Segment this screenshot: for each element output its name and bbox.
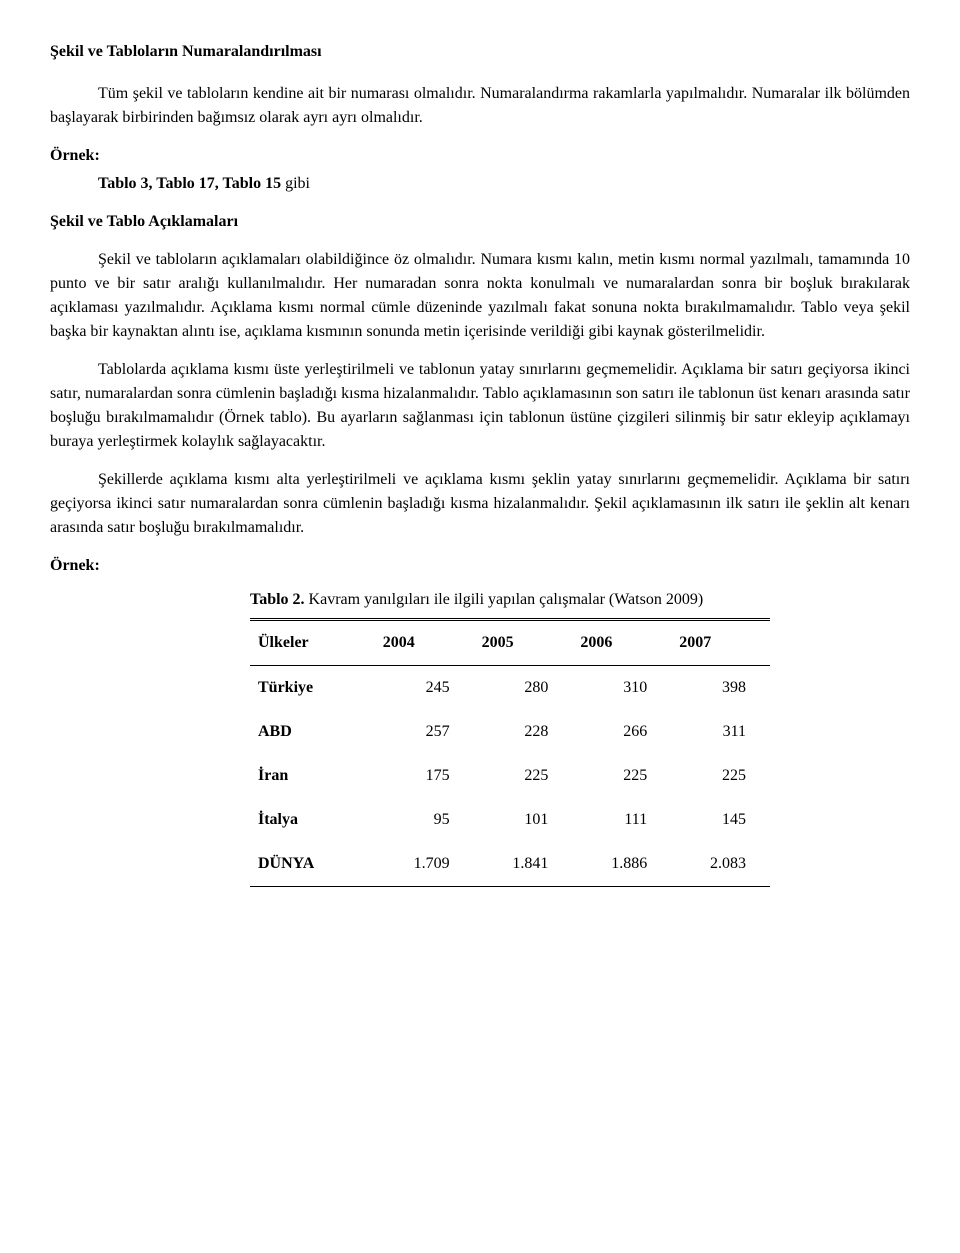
col-header-2007: 2007	[671, 620, 770, 666]
table-row: DÜNYA 1.709 1.841 1.886 2.083	[250, 842, 770, 887]
table-caption: Tablo 2. Kavram yanılgıları ile ilgili y…	[250, 588, 770, 612]
col-header-2005: 2005	[474, 620, 573, 666]
row-label: ABD	[250, 710, 375, 754]
col-header-countries: Ülkeler	[250, 620, 375, 666]
row-label: Türkiye	[250, 666, 375, 711]
cell: 266	[572, 710, 671, 754]
cell: 398	[671, 666, 770, 711]
cell: 225	[572, 754, 671, 798]
table-row: İran 175 225 225 225	[250, 754, 770, 798]
table-row: ABD 257 228 266 311	[250, 710, 770, 754]
col-header-2004: 2004	[375, 620, 474, 666]
example-text-1: Tablo 3, Tablo 17, Tablo 15 gibi	[50, 172, 910, 196]
cell: 225	[671, 754, 770, 798]
cell: 311	[671, 710, 770, 754]
cell: 1.841	[474, 842, 573, 887]
paragraph-captions-3: Şekillerde açıklama kısmı alta yerleştir…	[50, 468, 910, 540]
example-label-2: Örnek:	[50, 554, 910, 578]
col-header-2006: 2006	[572, 620, 671, 666]
section-heading-captions: Şekil ve Tablo Açıklamaları	[50, 210, 910, 234]
section-heading-numbering: Şekil ve Tabloların Numaralandırılması	[50, 40, 910, 64]
cell: 111	[572, 798, 671, 842]
cell: 1.709	[375, 842, 474, 887]
example-table-block: Tablo 2. Kavram yanılgıları ile ilgili y…	[250, 588, 770, 887]
example-label-1: Örnek:	[50, 144, 910, 168]
paragraph-captions-1: Şekil ve tabloların açıklamaları olabild…	[50, 248, 910, 344]
table-header-row: Ülkeler 2004 2005 2006 2007	[250, 620, 770, 666]
table-caption-number: Tablo 2.	[250, 591, 305, 608]
cell: 280	[474, 666, 573, 711]
example-bold-part: Tablo 3, Tablo 17, Tablo 15	[98, 175, 281, 192]
cell: 310	[572, 666, 671, 711]
row-label: İran	[250, 754, 375, 798]
cell: 2.083	[671, 842, 770, 887]
paragraph-intro: Tüm şekil ve tabloların kendine ait bir …	[50, 82, 910, 130]
table-caption-text: Kavram yanılgıları ile ilgili yapılan ça…	[309, 591, 704, 608]
row-label: DÜNYA	[250, 842, 375, 887]
row-label: İtalya	[250, 798, 375, 842]
cell: 225	[474, 754, 573, 798]
cell: 101	[474, 798, 573, 842]
paragraph-captions-2: Tablolarda açıklama kısmı üste yerleştir…	[50, 358, 910, 454]
cell: 175	[375, 754, 474, 798]
example-suffix: gibi	[281, 175, 310, 192]
data-table: Ülkeler 2004 2005 2006 2007 Türkiye 245 …	[250, 618, 770, 887]
cell: 245	[375, 666, 474, 711]
cell: 145	[671, 798, 770, 842]
table-row: Türkiye 245 280 310 398	[250, 666, 770, 711]
cell: 95	[375, 798, 474, 842]
table-row: İtalya 95 101 111 145	[250, 798, 770, 842]
cell: 228	[474, 710, 573, 754]
cell: 1.886	[572, 842, 671, 887]
cell: 257	[375, 710, 474, 754]
